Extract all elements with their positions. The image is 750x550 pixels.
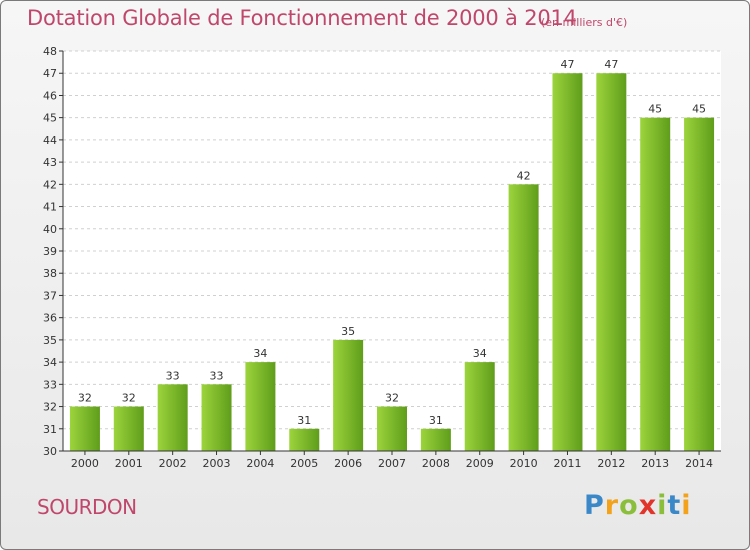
- x-tick-label: 2001: [115, 457, 143, 470]
- x-tick-label: 2000: [71, 457, 99, 470]
- bar: [333, 339, 364, 451]
- bar: [113, 406, 144, 451]
- x-tick-label: 2002: [159, 457, 187, 470]
- y-tick-label: 31: [43, 423, 57, 436]
- x-tick-label: 2003: [203, 457, 231, 470]
- bar-value-label: 45: [648, 103, 662, 116]
- logo-letter: P: [584, 490, 605, 521]
- bar: [289, 428, 320, 451]
- y-tick-label: 34: [43, 356, 57, 369]
- y-tick-label: 37: [43, 289, 57, 302]
- x-tick-label: 2014: [685, 457, 713, 470]
- x-tick-label: 2005: [290, 457, 318, 470]
- bar: [552, 73, 583, 451]
- bar: [377, 406, 407, 451]
- logo-letter: i: [657, 490, 668, 521]
- y-tick-label: 33: [43, 378, 57, 391]
- logo-letter: x: [638, 490, 658, 521]
- y-tick-label: 42: [43, 178, 57, 191]
- y-tick-label: 30: [43, 445, 57, 458]
- logo-letter: o: [619, 490, 639, 521]
- x-tick-label: 2009: [466, 457, 494, 470]
- bar: [201, 384, 232, 451]
- bar: [640, 117, 671, 452]
- bar-value-label: 42: [517, 169, 531, 182]
- logo-letter: t: [667, 490, 682, 521]
- y-tick-label: 47: [43, 67, 57, 80]
- x-tick-label: 2010: [510, 457, 538, 470]
- bar-value-label: 31: [429, 414, 443, 427]
- y-tick-label: 40: [43, 223, 57, 236]
- y-tick-label: 35: [43, 334, 57, 347]
- y-tick-label: 44: [43, 134, 57, 147]
- logo-letter: i: [681, 490, 692, 521]
- bar-value-label: 33: [210, 369, 224, 382]
- y-tick-label: 39: [43, 245, 57, 258]
- x-tick-label: 2007: [378, 457, 406, 470]
- bar-value-label: 34: [253, 347, 267, 360]
- x-tick-label: 2006: [334, 457, 362, 470]
- bar: [69, 406, 100, 451]
- bar: [420, 428, 451, 451]
- bar: [157, 384, 188, 451]
- bar: [464, 362, 495, 451]
- x-tick-label: 2013: [641, 457, 669, 470]
- y-tick-label: 43: [43, 156, 57, 169]
- y-tick-label: 32: [43, 401, 57, 414]
- x-tick-label: 2011: [553, 457, 581, 470]
- bar-value-label: 32: [78, 392, 92, 405]
- commune-name: SOURDON: [37, 495, 137, 519]
- bar-value-label: 32: [385, 392, 399, 405]
- chart-title: Dotation Globale de Fonctionnement de 20…: [27, 6, 577, 30]
- chart-subtitle: (en milliers d'€): [541, 16, 628, 29]
- x-tick-label: 2012: [597, 457, 625, 470]
- bar-value-label: 32: [122, 392, 136, 405]
- x-tick-label: 2008: [422, 457, 450, 470]
- x-tick-label: 2004: [246, 457, 274, 470]
- y-tick-label: 36: [43, 312, 57, 325]
- y-tick-label: 38: [43, 267, 57, 280]
- bar: [596, 73, 627, 451]
- bar: [508, 184, 539, 452]
- bar-value-label: 33: [166, 369, 180, 382]
- logo-letter: r: [604, 490, 620, 521]
- bar-value-label: 34: [473, 347, 487, 360]
- bar-value-label: 45: [692, 103, 706, 116]
- bar-value-label: 31: [297, 414, 311, 427]
- y-tick-label: 45: [43, 112, 57, 125]
- y-tick-label: 48: [43, 45, 57, 58]
- bar-value-label: 35: [341, 325, 355, 338]
- bar: [245, 362, 276, 451]
- bar-value-label: 47: [604, 58, 618, 71]
- bar-value-label: 47: [560, 58, 574, 71]
- y-tick-label: 46: [43, 89, 57, 102]
- proxiti-logo[interactable]: Proxiti: [584, 490, 692, 521]
- bar: [684, 117, 715, 452]
- y-tick-label: 41: [43, 201, 57, 214]
